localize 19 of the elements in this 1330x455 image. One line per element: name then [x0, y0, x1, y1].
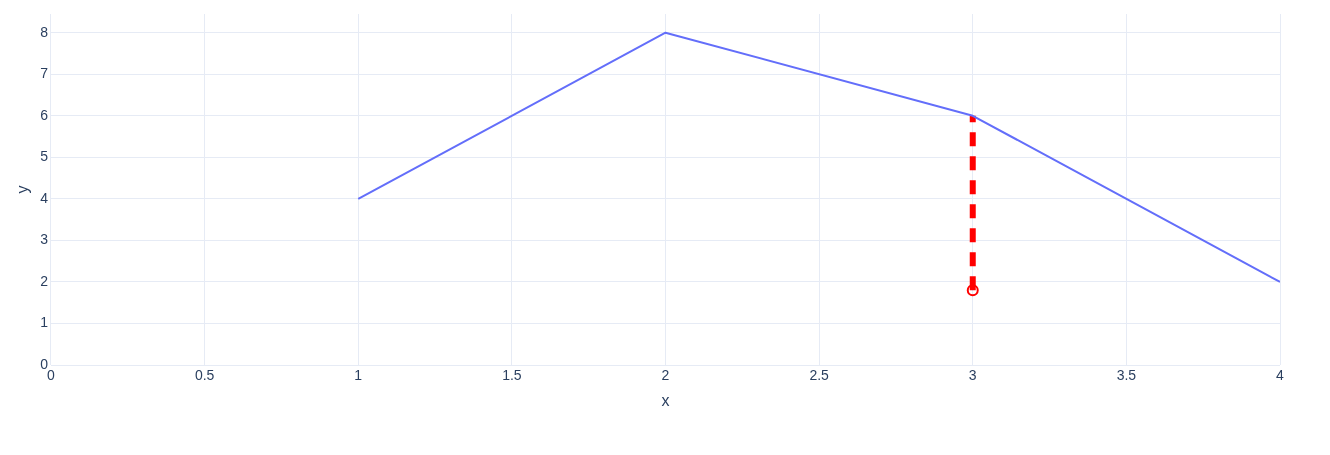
x-axis-title: x [661, 391, 670, 409]
y-tick-label: 8 [40, 23, 49, 40]
y-tick-label: 3 [40, 231, 49, 248]
y-tick-label: 4 [40, 189, 49, 206]
y-tick-label: 5 [40, 148, 49, 165]
x-tick-label: 1.5 [502, 367, 522, 384]
y-tick-label: 1 [40, 314, 49, 331]
x-tick-label: 3 [968, 367, 977, 384]
x-tick-label: 0.5 [194, 367, 215, 384]
x-tick-label: 3.5 [1116, 367, 1137, 384]
x-tick-label: 4 [1276, 367, 1285, 384]
y-tick-label: 6 [40, 106, 49, 123]
y-tick-label: 2 [40, 272, 49, 289]
x-tick-label: 2 [661, 367, 670, 384]
y-axis-title: y [14, 185, 32, 194]
y-tick-label: 0 [40, 355, 49, 372]
y-tick-label: 7 [40, 65, 49, 82]
x-tick-label: 1 [354, 367, 363, 384]
x-tick-label: 2.5 [809, 367, 830, 384]
